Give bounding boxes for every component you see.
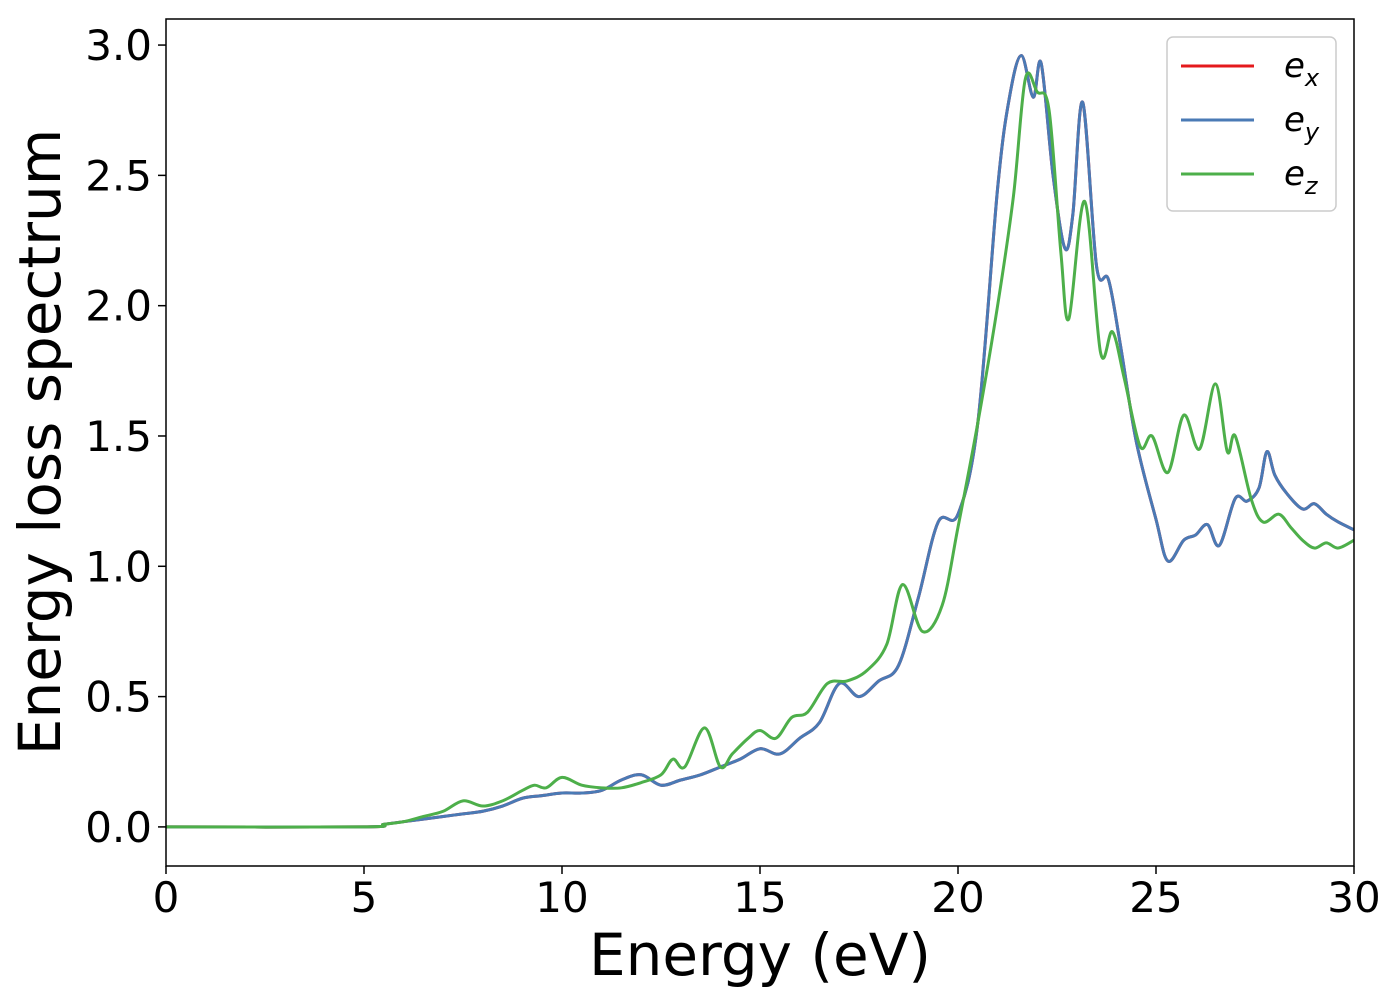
series-layer bbox=[166, 53, 1354, 829]
y-tick-label: 2.5 bbox=[85, 151, 152, 200]
series-line-z bbox=[166, 71, 1354, 829]
y-tick-label: 0.5 bbox=[85, 673, 152, 722]
y-axis-ticks: 0.0 0.5 1.0 1.5 2.0 2.5 3.0 bbox=[85, 21, 166, 852]
x-axis-title: Energy (eV) bbox=[589, 921, 931, 989]
x-tick-label: 5 bbox=[351, 873, 378, 922]
x-tick-label: 25 bbox=[1129, 873, 1182, 922]
legend-label-base: e bbox=[1284, 46, 1305, 86]
legend-label-subscript: z bbox=[1304, 172, 1319, 200]
legend-box bbox=[1166, 36, 1337, 212]
y-axis-title: Energy loss spectrum bbox=[6, 129, 74, 755]
x-tick-label: 15 bbox=[733, 873, 786, 922]
legend-label-subscript: y bbox=[1304, 118, 1320, 146]
x-tick-label: 30 bbox=[1327, 873, 1380, 922]
x-tick-label: 10 bbox=[535, 873, 588, 922]
y-tick-label: 1.5 bbox=[85, 412, 152, 461]
legend-label-x: ex bbox=[1284, 46, 1320, 92]
y-tick-label: 0.0 bbox=[85, 803, 152, 852]
x-axis-ticks: 0 5 10 15 20 25 30 bbox=[153, 866, 1381, 922]
legend-label-y: ey bbox=[1284, 100, 1320, 146]
y-tick-label: 1.0 bbox=[85, 542, 152, 591]
legend-label-z: ez bbox=[1284, 154, 1319, 200]
legend-label-subscript: x bbox=[1304, 64, 1320, 92]
legend-label-base: e bbox=[1284, 100, 1305, 140]
y-tick-label: 3.0 bbox=[85, 21, 152, 70]
x-tick-label: 20 bbox=[931, 873, 984, 922]
legend-label-base: e bbox=[1284, 154, 1305, 194]
y-tick-label: 2.0 bbox=[85, 282, 152, 331]
x-tick-label: 0 bbox=[153, 873, 180, 922]
